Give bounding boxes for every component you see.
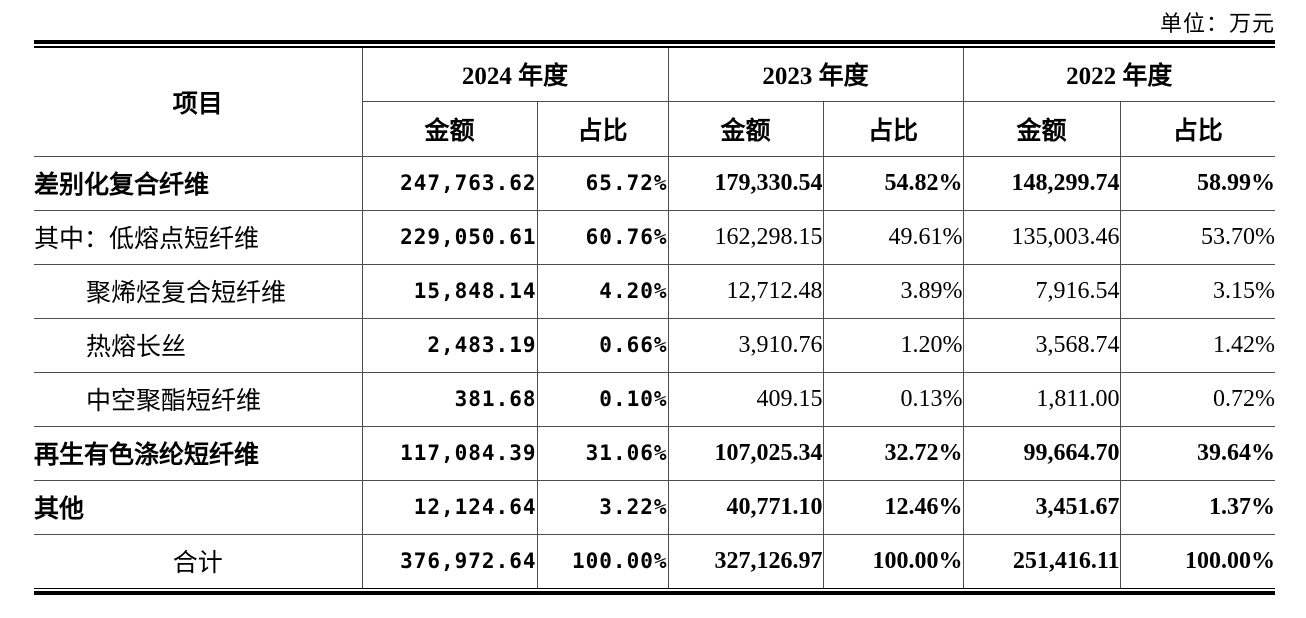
table-row-hollow-polyester-staple-fiber: 中空聚酯短纤维 381.68 0.10% 409.15 0.13% 1,811.… <box>33 371 1276 427</box>
ratio-2023-cell: 100.00% <box>822 533 964 589</box>
table-top-border-thick <box>34 40 1275 44</box>
subheader-ratio-2024: 占比 <box>536 100 669 157</box>
revenue-breakdown-table: 项目 2024 年度 2023 年度 2022 年度 金额 占比 金额 占比 金… <box>33 47 1276 589</box>
ratio-2022-cell: 1.37% <box>1119 479 1276 535</box>
amount-2022-cell: 3,451.67 <box>962 479 1121 535</box>
amount-2022-cell: 99,664.70 <box>962 425 1121 481</box>
table-bottom-border-thin <box>34 588 1275 589</box>
table-bottom-border-thick <box>34 591 1275 595</box>
unit-label: 单位：万元 <box>1159 11 1275 36</box>
amount-2022-cell: 148,299.74 <box>962 155 1121 211</box>
amount-2023-cell: 3,910.76 <box>667 317 824 373</box>
amount-2022-cell: 7,916.54 <box>962 263 1121 319</box>
row-label: 合计 <box>33 533 363 589</box>
table-top-border-thin <box>34 46 1275 48</box>
table-row-differentiated-composite-fiber: 差别化复合纤维 247,763.62 65.72% 179,330.54 54.… <box>33 155 1276 211</box>
amount-2022-cell: 3,568.74 <box>962 317 1121 373</box>
ratio-2024-cell: 100.00% <box>536 533 669 589</box>
row-label: 再生有色涤纶短纤维 <box>33 425 363 481</box>
amount-2022-cell: 1,811.00 <box>962 371 1121 427</box>
ratio-2023-cell: 3.89% <box>822 263 964 319</box>
ratio-2022-cell: 1.42% <box>1119 317 1276 373</box>
amount-2024-cell: 247,763.62 <box>361 155 538 211</box>
subheader-ratio-2023: 占比 <box>822 100 964 157</box>
ratio-2023-cell: 0.13% <box>822 371 964 427</box>
amount-2023-cell: 179,330.54 <box>667 155 824 211</box>
ratio-2023-cell: 49.61% <box>822 209 964 265</box>
amount-2024-cell: 15,848.14 <box>361 263 538 319</box>
ratio-2023-cell: 12.46% <box>822 479 964 535</box>
column-header-item: 项目 <box>33 47 363 157</box>
ratio-2023-cell: 32.72% <box>822 425 964 481</box>
ratio-2024-cell: 4.20% <box>536 263 669 319</box>
subheader-amount-2023: 金额 <box>667 100 824 157</box>
amount-2024-cell: 229,050.61 <box>361 209 538 265</box>
column-header-year-2022: 2022 年度 <box>962 47 1276 102</box>
table-row-hot-melt-filament: 热熔长丝 2,483.19 0.66% 3,910.76 1.20% 3,568… <box>33 317 1276 373</box>
ratio-2024-cell: 31.06% <box>536 425 669 481</box>
amount-2024-cell: 117,084.39 <box>361 425 538 481</box>
amount-2023-cell: 327,126.97 <box>667 533 824 589</box>
table-row-others: 其他 12,124.64 3.22% 40,771.10 12.46% 3,45… <box>33 479 1276 535</box>
amount-2023-cell: 409.15 <box>667 371 824 427</box>
subheader-amount-2022: 金额 <box>962 100 1121 157</box>
ratio-2022-cell: 39.64% <box>1119 425 1276 481</box>
column-header-year-2024: 2024 年度 <box>361 47 669 102</box>
table-row-polyolefin-composite-staple-fiber: 聚烯烃复合短纤维 15,848.14 4.20% 12,712.48 3.89%… <box>33 263 1276 319</box>
ratio-2024-cell: 0.10% <box>536 371 669 427</box>
subheader-amount-2024: 金额 <box>361 100 538 157</box>
ratio-2023-cell: 1.20% <box>822 317 964 373</box>
amount-2023-cell: 162,298.15 <box>667 209 824 265</box>
amount-2022-cell: 135,003.46 <box>962 209 1121 265</box>
row-label: 聚烯烃复合短纤维 <box>33 263 363 319</box>
row-label: 中空聚酯短纤维 <box>33 371 363 427</box>
amount-2024-cell: 2,483.19 <box>361 317 538 373</box>
amount-2022-cell: 251,416.11 <box>962 533 1121 589</box>
row-label: 差别化复合纤维 <box>33 155 363 211</box>
amount-2024-cell: 381.68 <box>361 371 538 427</box>
ratio-2022-cell: 100.00% <box>1119 533 1276 589</box>
table-row-total: 合计 376,972.64 100.00% 327,126.97 100.00%… <box>33 533 1276 589</box>
table-row-low-melting-staple-fiber: 其中：低熔点短纤维 229,050.61 60.76% 162,298.15 4… <box>33 209 1276 265</box>
table-row-recycled-colored-polyester-staple-fiber: 再生有色涤纶短纤维 117,084.39 31.06% 107,025.34 3… <box>33 425 1276 481</box>
ratio-2024-cell: 65.72% <box>536 155 669 211</box>
ratio-2022-cell: 58.99% <box>1119 155 1276 211</box>
amount-2024-cell: 376,972.64 <box>361 533 538 589</box>
ratio-2022-cell: 53.70% <box>1119 209 1276 265</box>
ratio-2024-cell: 0.66% <box>536 317 669 373</box>
row-label: 热熔长丝 <box>33 317 363 373</box>
ratio-2023-cell: 54.82% <box>822 155 964 211</box>
ratio-2022-cell: 3.15% <box>1119 263 1276 319</box>
ratio-2022-cell: 0.72% <box>1119 371 1276 427</box>
ratio-2024-cell: 60.76% <box>536 209 669 265</box>
subheader-ratio-2022: 占比 <box>1119 100 1276 157</box>
row-label: 其他 <box>33 479 363 535</box>
amount-2023-cell: 40,771.10 <box>667 479 824 535</box>
amount-2024-cell: 12,124.64 <box>361 479 538 535</box>
revenue-table-zone: 项目 2024 年度 2023 年度 2022 年度 金额 占比 金额 占比 金… <box>33 40 1276 595</box>
ratio-2024-cell: 3.22% <box>536 479 669 535</box>
row-label: 其中：低熔点短纤维 <box>33 209 363 265</box>
amount-2023-cell: 12,712.48 <box>667 263 824 319</box>
column-header-year-2023: 2023 年度 <box>667 47 964 102</box>
amount-2023-cell: 107,025.34 <box>667 425 824 481</box>
